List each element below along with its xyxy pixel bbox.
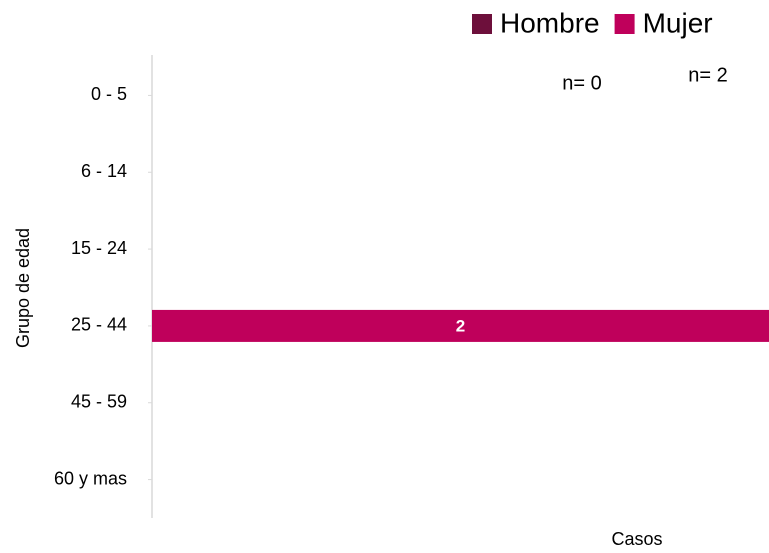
y-tick-label: 15 - 24 [71, 238, 127, 258]
y-tick-label: 6 - 14 [81, 161, 127, 181]
bar [152, 309, 769, 342]
legend-label: Hombre [500, 7, 600, 38]
plot-area: 02 [152, 309, 769, 342]
legend-label: Mujer [643, 7, 713, 38]
annotation: n= 0 [562, 72, 601, 94]
data-label: 2 [456, 316, 465, 335]
annotation: n= 2 [688, 64, 727, 86]
y-tick-label: 60 y mas [54, 468, 127, 488]
legend-swatch [614, 14, 635, 34]
y-tick-label: 25 - 44 [71, 315, 127, 335]
y-tick-label: 45 - 59 [71, 392, 127, 412]
y-axis-label: Grupo de edad [13, 228, 33, 348]
x-axis-label: Casos [611, 529, 662, 549]
y-tick-label: 0 - 5 [91, 84, 127, 104]
legend-swatch [472, 14, 492, 34]
